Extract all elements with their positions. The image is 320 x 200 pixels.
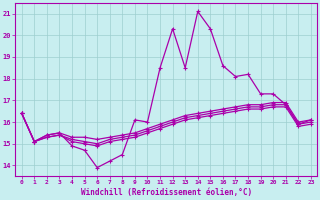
X-axis label: Windchill (Refroidissement éolien,°C): Windchill (Refroidissement éolien,°C) (81, 188, 252, 197)
